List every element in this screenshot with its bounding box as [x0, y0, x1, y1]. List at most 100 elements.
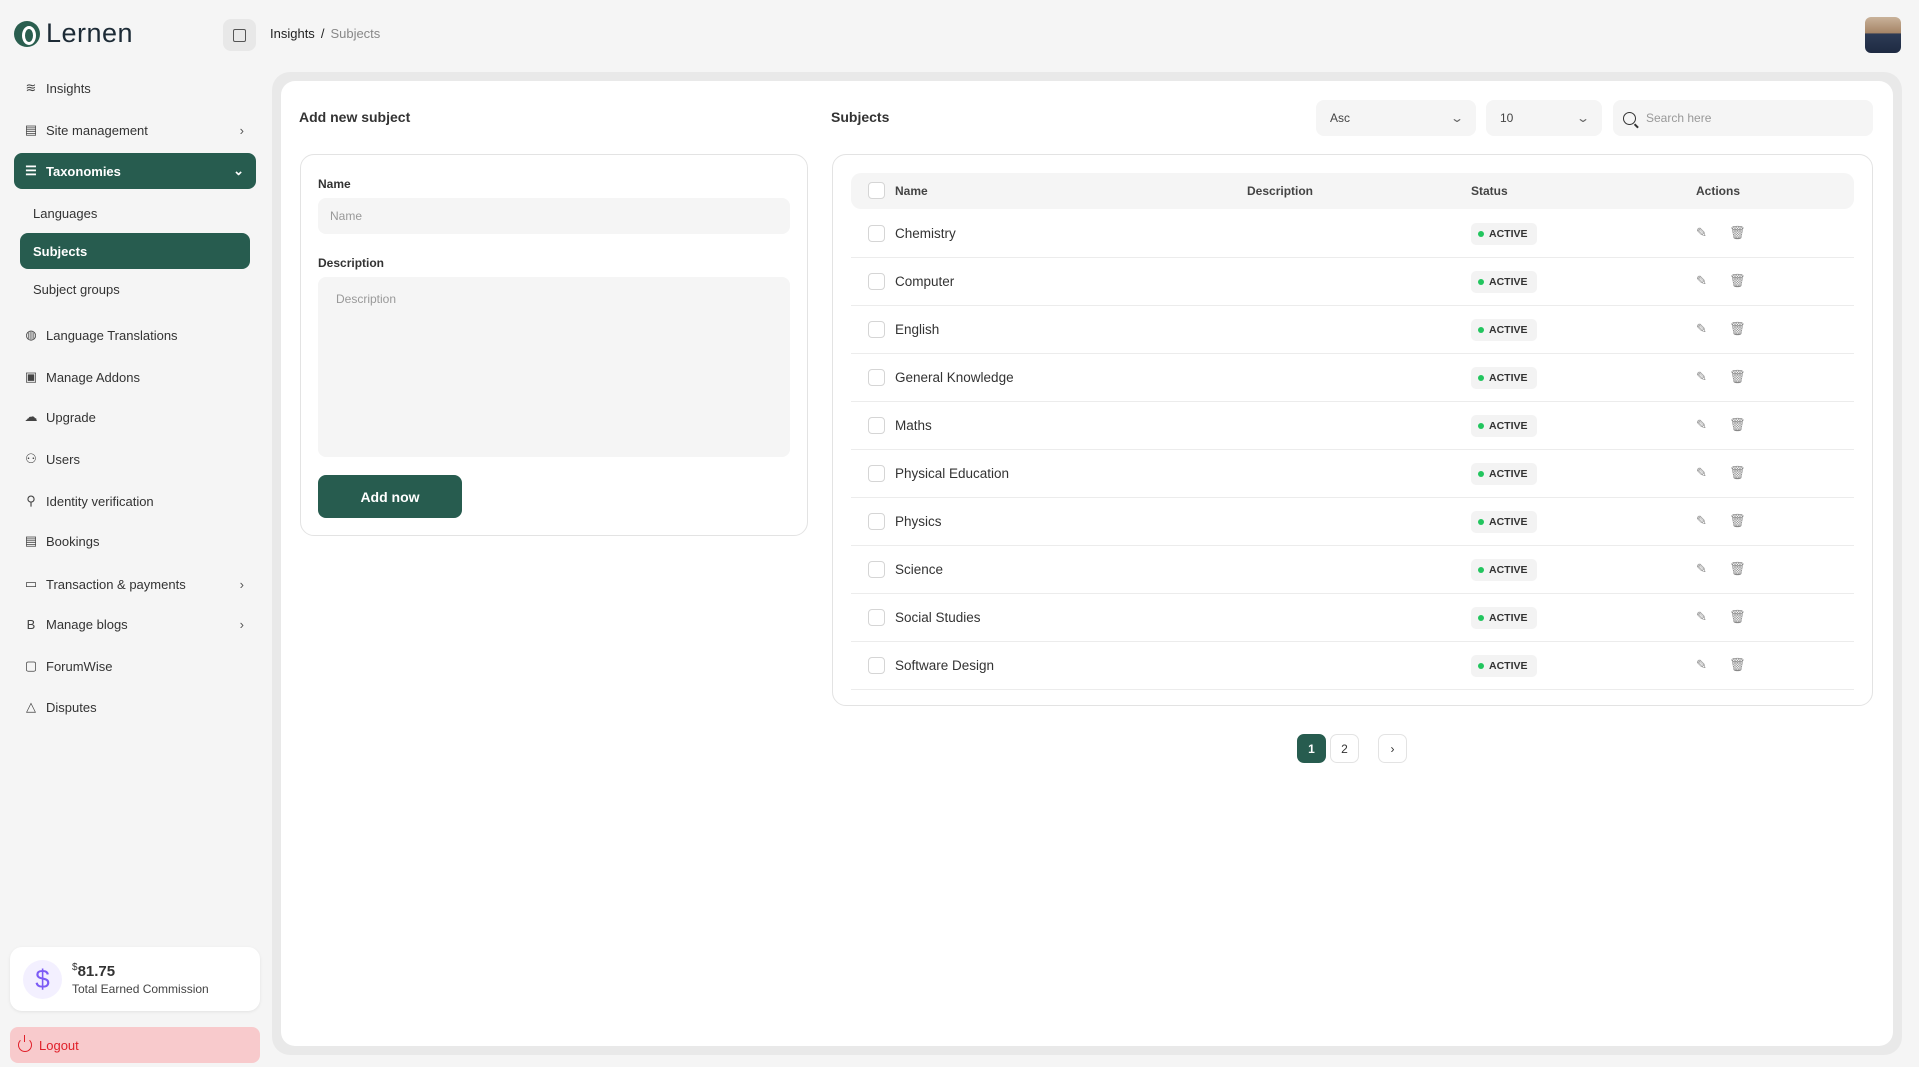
trash-icon[interactable]: 🗑: [1729, 369, 1746, 384]
trash-icon[interactable]: 🗑: [1729, 273, 1746, 288]
subjects-title: Subjects: [831, 109, 890, 125]
sidebar-item-forumwise[interactable]: ▢ ForumWise: [14, 648, 256, 684]
edit-icon[interactable]: ✎: [1696, 321, 1707, 336]
status-dot-icon: [1478, 615, 1484, 621]
table-row: Computer ACTIVE ✎ 🗑: [851, 258, 1854, 306]
avatar[interactable]: [1865, 17, 1901, 53]
sidebar-item-insights[interactable]: ≋ Insights: [14, 70, 256, 106]
page-2-button[interactable]: 2: [1330, 734, 1359, 763]
sidebar-toggle-button[interactable]: [223, 19, 256, 51]
search-input[interactable]: Search here: [1613, 100, 1873, 136]
page-1-button[interactable]: 1: [1297, 734, 1326, 763]
sidebar-item-language-translations[interactable]: ◍ Language Translations: [14, 317, 256, 353]
row-checkbox[interactable]: [868, 369, 885, 386]
sidebar-item-site-management[interactable]: ▤ Site management ›: [14, 112, 256, 148]
sidebar-item-identity-verification[interactable]: ⚲ Identity verification: [14, 483, 256, 519]
sidebar-item-label: Identity verification: [46, 493, 154, 509]
folder-plus-icon: ▣: [24, 369, 38, 384]
sidebar-item-transaction-payments[interactable]: ▭ Transaction & payments ›: [14, 566, 256, 602]
edit-icon[interactable]: ✎: [1696, 273, 1707, 288]
logo-mark-icon: [14, 20, 40, 47]
row-checkbox[interactable]: [868, 225, 885, 242]
sidebar-item-users[interactable]: ⚇ Users: [14, 441, 256, 477]
logout-button[interactable]: Logout: [10, 1027, 260, 1063]
status-dot-icon: [1478, 663, 1484, 669]
next-page-button[interactable]: ›: [1378, 734, 1407, 763]
select-all-checkbox[interactable]: [868, 182, 885, 199]
table-row: Software Design ACTIVE ✎ 🗑: [851, 642, 1854, 690]
status-badge: ACTIVE: [1471, 607, 1537, 629]
sidebar-item-label: Language Translations: [46, 327, 178, 343]
per-page-select[interactable]: 10 ⌄: [1486, 100, 1602, 136]
status-badge: ACTIVE: [1471, 655, 1537, 677]
sort-value: Asc: [1330, 111, 1351, 125]
name-input[interactable]: Name: [318, 198, 790, 234]
sidebar-item-label: Bookings: [46, 533, 100, 549]
sidebar-item-manage-addons[interactable]: ▣ Manage Addons: [14, 359, 256, 395]
breadcrumb-separator: /: [320, 26, 325, 41]
add-now-button[interactable]: Add now: [318, 475, 462, 518]
sidebar-subitem-subjects[interactable]: Subjects: [20, 233, 250, 269]
status-badge: ACTIVE: [1471, 271, 1537, 293]
breadcrumb-current: Subjects: [330, 26, 381, 41]
layers-icon: ≋: [25, 80, 37, 95]
sidebar-item-disputes[interactable]: △ Disputes: [14, 689, 256, 725]
subjects-table-card: [832, 154, 1873, 706]
column-name[interactable]: Name: [895, 184, 928, 198]
app-name: Lernen: [46, 18, 134, 48]
status-text: ACTIVE: [1489, 372, 1528, 384]
row-checkbox[interactable]: [868, 513, 885, 530]
status-dot-icon: [1478, 375, 1484, 381]
row-checkbox[interactable]: [868, 273, 885, 290]
trash-icon[interactable]: 🗑: [1729, 657, 1746, 672]
edit-icon[interactable]: ✎: [1696, 417, 1707, 432]
trash-icon[interactable]: 🗑: [1729, 225, 1746, 240]
sidebar-item-label: Taxonomies: [46, 163, 121, 179]
sidebar-item-manage-blogs[interactable]: B Manage blogs ›: [14, 606, 256, 642]
search-placeholder: Search here: [1646, 111, 1712, 125]
status-text: ACTIVE: [1489, 324, 1528, 336]
edit-icon[interactable]: ✎: [1696, 609, 1707, 624]
logo[interactable]: Lernen: [14, 18, 133, 49]
edit-icon[interactable]: ✎: [1696, 225, 1707, 240]
alert-triangle-icon: △: [26, 699, 36, 714]
database-icon: ☰: [25, 163, 37, 178]
trash-icon[interactable]: 🗑: [1729, 609, 1746, 624]
row-checkbox[interactable]: [868, 609, 885, 626]
status-dot-icon: [1478, 327, 1484, 333]
status-badge: ACTIVE: [1471, 415, 1537, 437]
commission-label: Total Earned Commission: [72, 982, 209, 996]
table-row: Chemistry ACTIVE ✎ 🗑: [851, 210, 1854, 258]
trash-icon[interactable]: 🗑: [1729, 465, 1746, 480]
table-row: General Knowledge ACTIVE ✎ 🗑: [851, 354, 1854, 402]
edit-icon[interactable]: ✎: [1696, 369, 1707, 384]
breadcrumb-insights[interactable]: Insights: [270, 26, 315, 41]
edit-icon[interactable]: ✎: [1696, 561, 1707, 576]
trash-icon[interactable]: 🗑: [1729, 513, 1746, 528]
trash-icon[interactable]: 🗑: [1729, 561, 1746, 576]
subject-name: Social Studies: [895, 610, 981, 625]
sort-select[interactable]: Asc ⌄: [1316, 100, 1476, 136]
chevron-right-icon: ›: [239, 122, 244, 138]
row-checkbox[interactable]: [868, 417, 885, 434]
row-checkbox[interactable]: [868, 465, 885, 482]
sidebar-item-taxonomies[interactable]: ☰ Taxonomies ⌄: [14, 153, 256, 189]
edit-icon[interactable]: ✎: [1696, 513, 1707, 528]
sidebar-subitem-subject-groups[interactable]: Subject groups: [33, 281, 120, 297]
row-checkbox[interactable]: [868, 321, 885, 338]
row-checkbox[interactable]: [868, 561, 885, 578]
sidebar-item-bookings[interactable]: ▤ Bookings: [14, 523, 256, 559]
description-textarea[interactable]: Description: [318, 277, 790, 457]
row-checkbox[interactable]: [868, 657, 885, 674]
table-header: Name Description Status Actions: [851, 173, 1854, 209]
edit-icon[interactable]: ✎: [1696, 657, 1707, 672]
chevron-down-icon: ⌄: [1575, 111, 1591, 125]
sidebar-item-upgrade[interactable]: ☁ Upgrade: [14, 399, 256, 435]
subject-name: English: [895, 322, 940, 337]
name-label: Name: [318, 177, 351, 191]
trash-icon[interactable]: 🗑: [1729, 417, 1746, 432]
sidebar-subitem-languages[interactable]: Languages: [33, 205, 98, 221]
edit-icon[interactable]: ✎: [1696, 465, 1707, 480]
subject-name: Maths: [895, 418, 932, 433]
trash-icon[interactable]: 🗑: [1729, 321, 1746, 336]
